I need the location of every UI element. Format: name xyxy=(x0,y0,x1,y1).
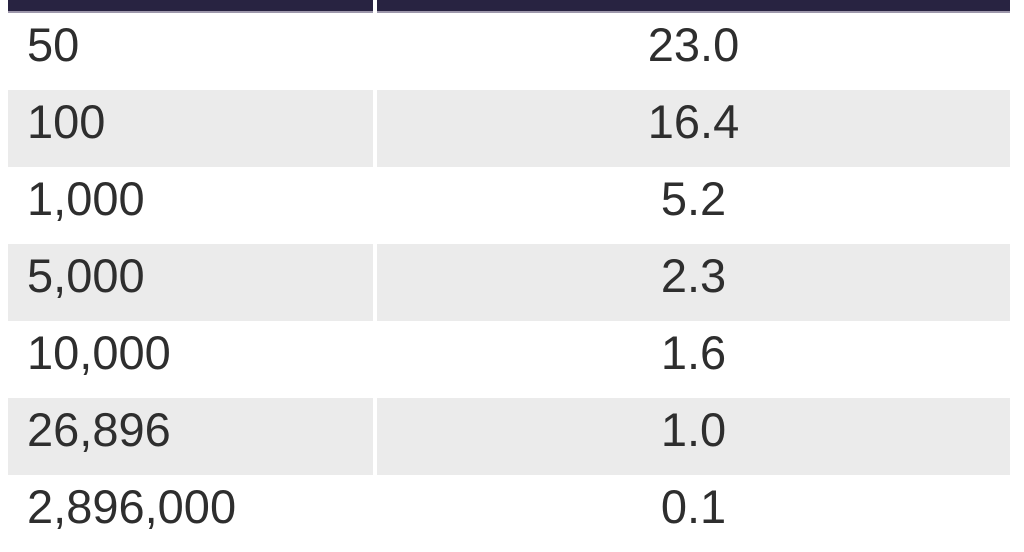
table-cell-right: 0.1 xyxy=(660,480,727,533)
table-cell-right: 5.2 xyxy=(660,172,727,225)
table-row: 2,896,000 0.1 xyxy=(8,475,1010,552)
table-cell-right: 23.0 xyxy=(647,18,740,71)
table-cell-left: 26,896 xyxy=(8,398,373,475)
table-cell-left: 50 xyxy=(27,18,80,71)
table-row: 10,000 1.6 xyxy=(8,321,1010,398)
table-cell-right: 2.3 xyxy=(377,244,1010,321)
table-header-row xyxy=(8,0,1010,13)
table-cell-right: 1.6 xyxy=(660,326,727,379)
table-cell-right: 16.4 xyxy=(377,90,1010,167)
table-row: 5,000 2.3 xyxy=(8,244,1010,321)
table-cell-right: 1.0 xyxy=(377,398,1010,475)
table-row: 50 23.0 xyxy=(8,13,1010,90)
table-cell-left: 1,000 xyxy=(27,172,145,225)
table-row: 100 16.4 xyxy=(8,90,1010,167)
data-table: 50 23.0 100 16.4 1,000 5.2 5,000 2.3 10,… xyxy=(8,0,1010,552)
header-cell-left xyxy=(8,0,373,13)
table-row: 1,000 5.2 xyxy=(8,167,1010,244)
table-cell-left: 10,000 xyxy=(27,326,171,379)
table-cell-left: 2,896,000 xyxy=(27,480,237,533)
table-cell-left: 5,000 xyxy=(8,244,373,321)
header-cell-right xyxy=(377,0,1010,13)
table-row: 26,896 1.0 xyxy=(8,398,1010,475)
table-cell-left: 100 xyxy=(8,90,373,167)
